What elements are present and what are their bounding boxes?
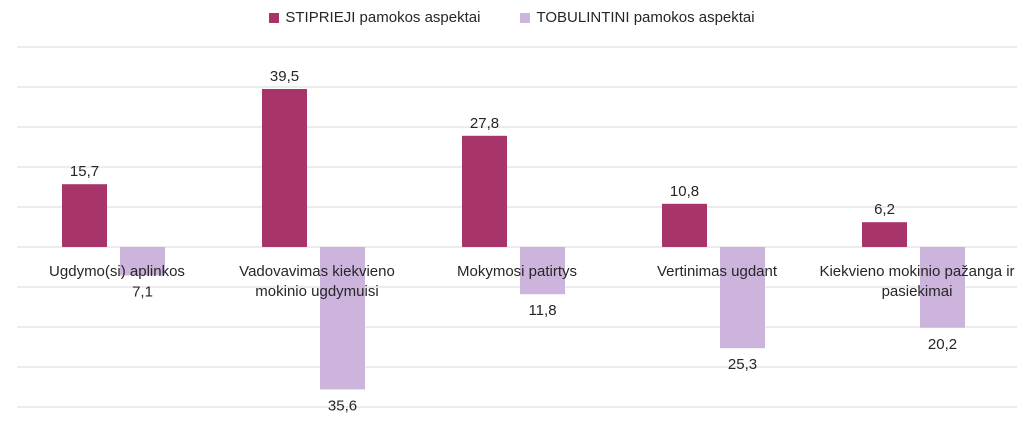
category-label: Mokymosi patirtys: [457, 263, 577, 280]
category-label: mokinio ugdymuisi: [255, 283, 378, 300]
legend: STIPRIEJI pamokos aspektai TOBULINTINI p…: [0, 9, 1024, 26]
legend-label-improve: TOBULINTINI pamokos aspektai: [536, 9, 755, 26]
bar-strong: [62, 184, 107, 247]
bar-improve: [920, 247, 965, 328]
data-label: 6,2: [874, 201, 895, 218]
category-label: Kiekvieno mokinio pažanga ir: [819, 263, 1014, 280]
bar-improve: [720, 247, 765, 349]
bar-improve: [520, 247, 565, 295]
bar-improve: [120, 247, 165, 276]
bar-strong: [262, 89, 307, 247]
bar-strong: [462, 135, 507, 247]
category-label: Vadovavimas kiekvieno: [239, 263, 395, 280]
data-label: 10,8: [670, 183, 699, 200]
legend-swatch-improve: [520, 12, 531, 23]
bar-improve: [320, 247, 365, 390]
data-label: 35,6: [328, 397, 357, 414]
bar-strong: [862, 222, 907, 247]
data-label: 27,8: [470, 115, 499, 132]
category-label: Vertinimas ugdant: [657, 263, 778, 280]
data-label: 11,8: [528, 302, 556, 319]
category-label: Ugdymo(si) aplinkos: [49, 263, 185, 280]
bar-strong: [662, 203, 707, 247]
legend-item-improve: TOBULINTINI pamokos aspektai: [520, 9, 755, 26]
data-label: 7,1: [132, 283, 153, 300]
legend-label-strong: STIPRIEJI pamokos aspektai: [285, 9, 481, 26]
category-label: pasiekimai: [882, 283, 953, 300]
legend-swatch-strong: [269, 12, 280, 23]
data-label: 15,7: [70, 163, 99, 180]
data-label: 20,2: [928, 336, 957, 353]
legend-item-strong: STIPRIEJI pamokos aspektai: [269, 9, 480, 26]
data-label: 39,5: [270, 68, 299, 85]
data-label: 25,3: [728, 356, 757, 373]
